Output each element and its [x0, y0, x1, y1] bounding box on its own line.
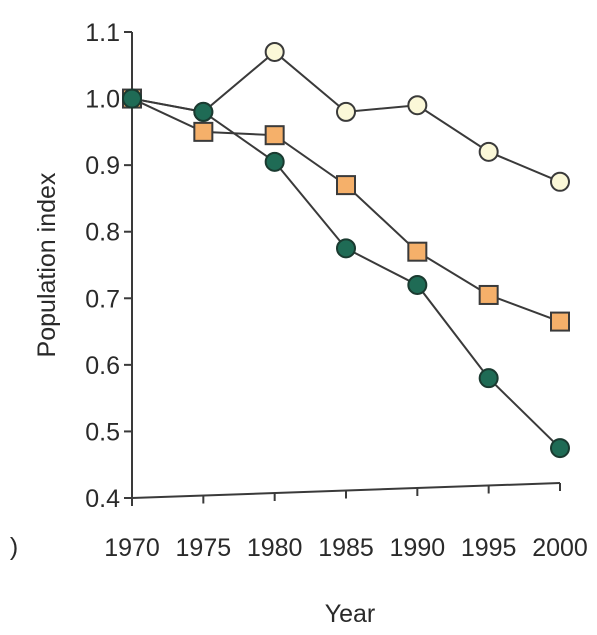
- square-marker: [193, 121, 214, 142]
- y-tick-label: 0.8: [85, 219, 120, 247]
- filled-circle-marker: [407, 274, 428, 295]
- open-circle-marker: [336, 101, 356, 122]
- y-axis-title: Population index: [33, 172, 61, 357]
- filled-circle-marker: [336, 238, 356, 259]
- x-axis-title: Year: [325, 600, 376, 628]
- square-marker: [478, 284, 499, 305]
- x-tick-label: 1980: [247, 534, 303, 562]
- series-markers: [122, 41, 570, 459]
- square-marker: [264, 125, 285, 146]
- filled-circle-marker: [193, 101, 214, 122]
- y-tick-label: 0.4: [85, 485, 120, 513]
- open-circle-marker: [550, 171, 570, 192]
- y-tick-label: 0.5: [85, 418, 120, 446]
- x-tick-label: 1975: [176, 534, 232, 562]
- square-marker: [407, 241, 428, 262]
- x-ticks: 1970 1975 1980 1985 1990 1995 2000: [104, 483, 588, 562]
- y-tick-label: 0.6: [85, 352, 120, 380]
- y-tick-label: 1.1: [85, 19, 120, 47]
- x-tick-label: 1970: [104, 534, 160, 562]
- y-tick-label: 1.0: [85, 86, 120, 114]
- x-tick-label: 1990: [390, 534, 446, 562]
- y-tick-label: 0.7: [85, 285, 120, 313]
- filled-circle-marker: [264, 151, 285, 172]
- square-marker: [550, 311, 570, 332]
- x-tick-label: 1995: [461, 534, 517, 562]
- filled-circle-marker: [478, 368, 499, 389]
- filled-circle-marker: [550, 438, 570, 459]
- filled-circle-marker: [122, 88, 142, 109]
- open-circle-marker: [264, 41, 285, 62]
- x-tick-label: 2000: [532, 534, 588, 562]
- square-marker: [336, 175, 356, 196]
- open-circle-marker: [478, 141, 499, 162]
- x-tick-label: 1985: [318, 534, 374, 562]
- open-circle-marker: [407, 95, 428, 116]
- y-ticks: 0.4 0.5 0.6 0.7 0.8 0.9 1.0 1.1: [85, 19, 132, 513]
- stray-mark: ): [10, 533, 18, 561]
- y-tick-label: 0.9: [85, 152, 120, 180]
